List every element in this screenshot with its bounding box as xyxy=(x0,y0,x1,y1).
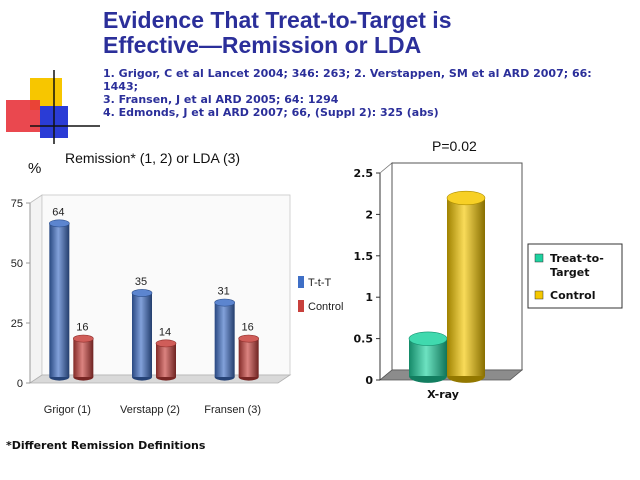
chart1-bar-t-t-t xyxy=(131,289,153,381)
chart2-xray: 0 0.5 1 1.5 2 2.5 X-ray Treat-to-Target Control xyxy=(354,162,623,401)
chart2-title: P=0.02 xyxy=(432,138,477,154)
chart1-y-tick-label: 25 xyxy=(11,318,23,330)
slide-title: Evidence That Treat-to-Target is Effecti… xyxy=(103,8,633,58)
footnote: *Different Remission Definitions xyxy=(6,439,206,452)
chart1-data-label: 14 xyxy=(159,326,171,338)
slide-title-line-1: Evidence That Treat-to-Target is xyxy=(103,7,452,33)
chart1-bar-t-t-t xyxy=(214,298,235,381)
chart2-y-tick-label: 1.5 xyxy=(354,250,374,263)
chart2-legend-swatch xyxy=(534,253,544,263)
chart2-y-tick-label: 2.5 xyxy=(354,167,374,180)
chart1-data-label: 16 xyxy=(242,322,254,334)
reference-line: 1443; xyxy=(103,80,139,93)
chart2-bar-treat-to-target xyxy=(408,331,448,383)
chart2-legend-swatch xyxy=(534,290,544,300)
chart1-data-label: 31 xyxy=(218,286,230,298)
chart1-y-tick-label: 75 xyxy=(11,198,23,210)
logo-red-square xyxy=(6,100,40,132)
chart1-remission: 0 25 50 75 64 16 Grigor (1) 35 14 Verstapp (2) 31 1… xyxy=(11,194,343,416)
chart1-legend-swatch xyxy=(298,276,304,288)
chart1-bar-control xyxy=(238,334,259,381)
chart2-bar-control xyxy=(446,190,486,383)
chart1-title: Remission* (1, 2) or LDA (3) xyxy=(65,150,241,166)
chart2-y-tick-label: 1 xyxy=(365,291,373,304)
chart2-legend-label: Control xyxy=(550,289,595,302)
reference-line: 4. Edmonds, J et al ARD 2007; 66, (Suppl… xyxy=(103,106,439,119)
chart2-side-wall xyxy=(379,162,393,381)
reference-line: 1. Grigor, C et al Lancet 2004; 346: 263… xyxy=(103,67,592,80)
chart1-side-wall xyxy=(29,194,43,384)
chart1-category-label: Fransen (3) xyxy=(204,404,261,416)
reference-line: 3. Fransen, J et al ARD 2005; 64: 1294 xyxy=(103,93,339,106)
chart2-legend-label: Treat-to- xyxy=(550,252,604,265)
chart1-data-label: 16 xyxy=(76,322,88,334)
chart2-y-tick-label: 0.5 xyxy=(354,333,374,346)
references: 1. Grigor, C et al Lancet 2004; 346: 263… xyxy=(103,67,633,119)
chart1-legend-label: T-t-T xyxy=(308,277,331,289)
chart1-category-label: Grigor (1) xyxy=(44,404,91,416)
chart1-data-label: 35 xyxy=(135,276,147,288)
chart1-bar-control xyxy=(155,339,177,381)
chart1-y-tick-label: 50 xyxy=(11,258,23,270)
chart2-category-label: X-ray xyxy=(427,388,459,401)
decorative-logo xyxy=(6,70,100,144)
chart2-legend-label-cont: Target xyxy=(550,266,590,279)
chart1-y-axis-label: % xyxy=(28,160,42,177)
chart1-legend-label: Control xyxy=(308,301,343,313)
chart1-data-label: 64 xyxy=(52,206,64,218)
chart1-y-tick-label: 0 xyxy=(17,378,23,390)
chart1-bar-control xyxy=(73,334,94,381)
chart1-legend-swatch xyxy=(298,300,304,312)
chart2-y-tick-label: 0 xyxy=(365,374,373,387)
chart2-legend-box xyxy=(527,243,623,309)
slide-title-line-2: Effective—Remission or LDA xyxy=(103,32,422,58)
chart1-category-label: Verstapp (2) xyxy=(120,404,180,416)
chart2-y-tick-label: 2 xyxy=(365,208,373,221)
chart1-bar-t-t-t xyxy=(49,219,70,381)
